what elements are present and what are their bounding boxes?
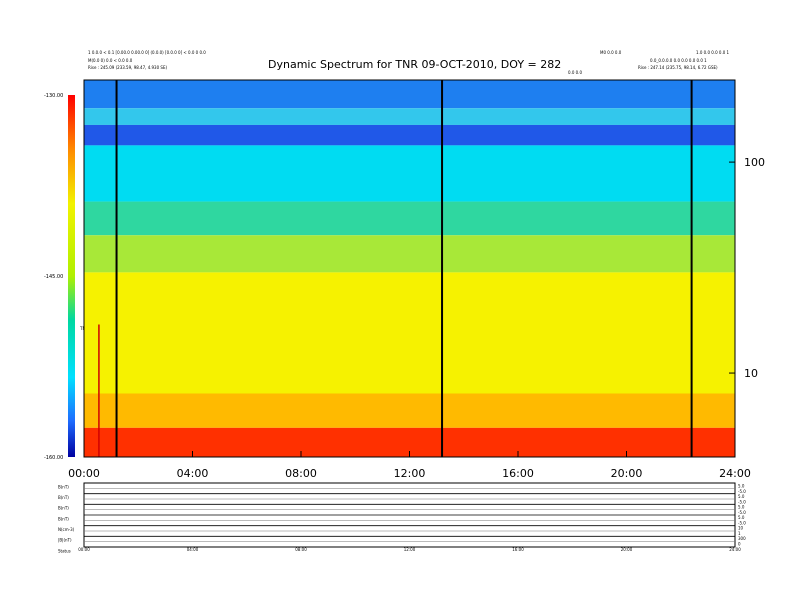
colorbar-tick-1: -145.00 xyxy=(44,274,63,280)
panel-right-tick-0: 5.0 xyxy=(738,484,745,489)
header-left-line-3: Rise : 245.09 (233.59, 98.47, 4.930 SE) xyxy=(88,65,168,70)
x-tick-label-0: 00:00 xyxy=(68,467,100,480)
spectrum-band-0 xyxy=(84,80,735,109)
header-left-line-2: M(0.0 0) 0.0 < 0.0 0.0 xyxy=(88,58,133,63)
spectrum-band-1 xyxy=(84,108,735,125)
panel-right-tick-5: -5.0 xyxy=(738,510,746,515)
y-tick-label-0: 100 xyxy=(744,156,765,169)
header-right-top-b: 1.0 0.0 0.0 0.0 1 xyxy=(696,50,730,55)
panel-x-tick-1: 04:00 xyxy=(187,547,199,552)
panel-right-tick-11: 0 xyxy=(738,542,741,547)
spectrum-band-7 xyxy=(84,393,735,428)
spectrum-band-3 xyxy=(84,145,735,202)
x-tick-label-3: 12:00 xyxy=(394,467,426,480)
y-tick-label-1: 10 xyxy=(744,367,758,380)
panel-label-4: N(cm-3) xyxy=(58,527,75,532)
spectrum-band-2 xyxy=(84,124,735,146)
colorbar xyxy=(68,95,75,457)
panel-x-tick-6: 24:00 xyxy=(729,547,741,552)
panel-x-tick-2: 08:00 xyxy=(295,547,307,552)
panel-right-tick-2: 5.0 xyxy=(738,494,745,499)
panel-right-tick-8: 10 xyxy=(738,526,744,531)
panel-right-tick-7: -5.0 xyxy=(738,520,746,525)
spectrum-band-4 xyxy=(84,201,735,236)
x-tick-label-6: 24:00 xyxy=(719,467,751,480)
chart-title: Dynamic Spectrum for TNR 09-OCT-2010, DO… xyxy=(268,58,562,71)
panel-right-tick-10: 300 xyxy=(738,536,746,541)
panel-right-tick-1: -5.0 xyxy=(738,489,746,494)
panel-label-2: B(nT) xyxy=(58,506,69,511)
x-tick-label-5: 20:00 xyxy=(611,467,643,480)
x-tick-label-1: 04:00 xyxy=(177,467,209,480)
panel-right-tick-6: 5.0 xyxy=(738,515,745,520)
panel-x-tick-0: 00:00 xyxy=(78,547,90,552)
header-right-line-2: Rise : 247.14 (235.75, 98.14, 6.72 GSE) xyxy=(638,65,718,70)
colorbar-tick-2: -160.00 xyxy=(44,455,63,461)
header-right-line-1: 0.0_0.0.0.0 0.0 0.0 0.0 0.0 1 xyxy=(650,58,707,63)
panel-x-tick-4: 16:00 xyxy=(512,547,524,552)
x-tick-label-4: 16:00 xyxy=(502,467,534,480)
spectrum-band-6 xyxy=(84,272,735,394)
small-label-top: 0.0 0.0 xyxy=(568,70,582,75)
panel-x-tick-5: 20:00 xyxy=(621,547,633,552)
panel-right-tick-9: 1 xyxy=(738,531,741,536)
panel-label-1: B(nT) xyxy=(58,495,69,500)
panel-right-tick-3: -5.0 xyxy=(738,499,746,504)
colorbar-tick-0: -130.00 xyxy=(44,93,63,99)
panel-right-tick-4: 5.0 xyxy=(738,505,745,510)
panel-label-6: Status xyxy=(58,548,71,553)
header-left-line-1: 1 0.0.0 < 0.1 [0.00.0 0.00.0 0] (0.0.0) … xyxy=(88,50,206,55)
panel-label-3: B(nT) xyxy=(58,516,69,521)
panel-x-tick-3: 12:00 xyxy=(404,547,416,552)
header-right-top-a: M0 0.0 0.0 xyxy=(600,50,622,55)
spectrum-band-5 xyxy=(84,235,735,273)
x-tick-label-2: 08:00 xyxy=(285,467,317,480)
panel-label-0: B(nT) xyxy=(58,484,69,489)
panel-label-5: |B|(nT) xyxy=(58,538,72,543)
